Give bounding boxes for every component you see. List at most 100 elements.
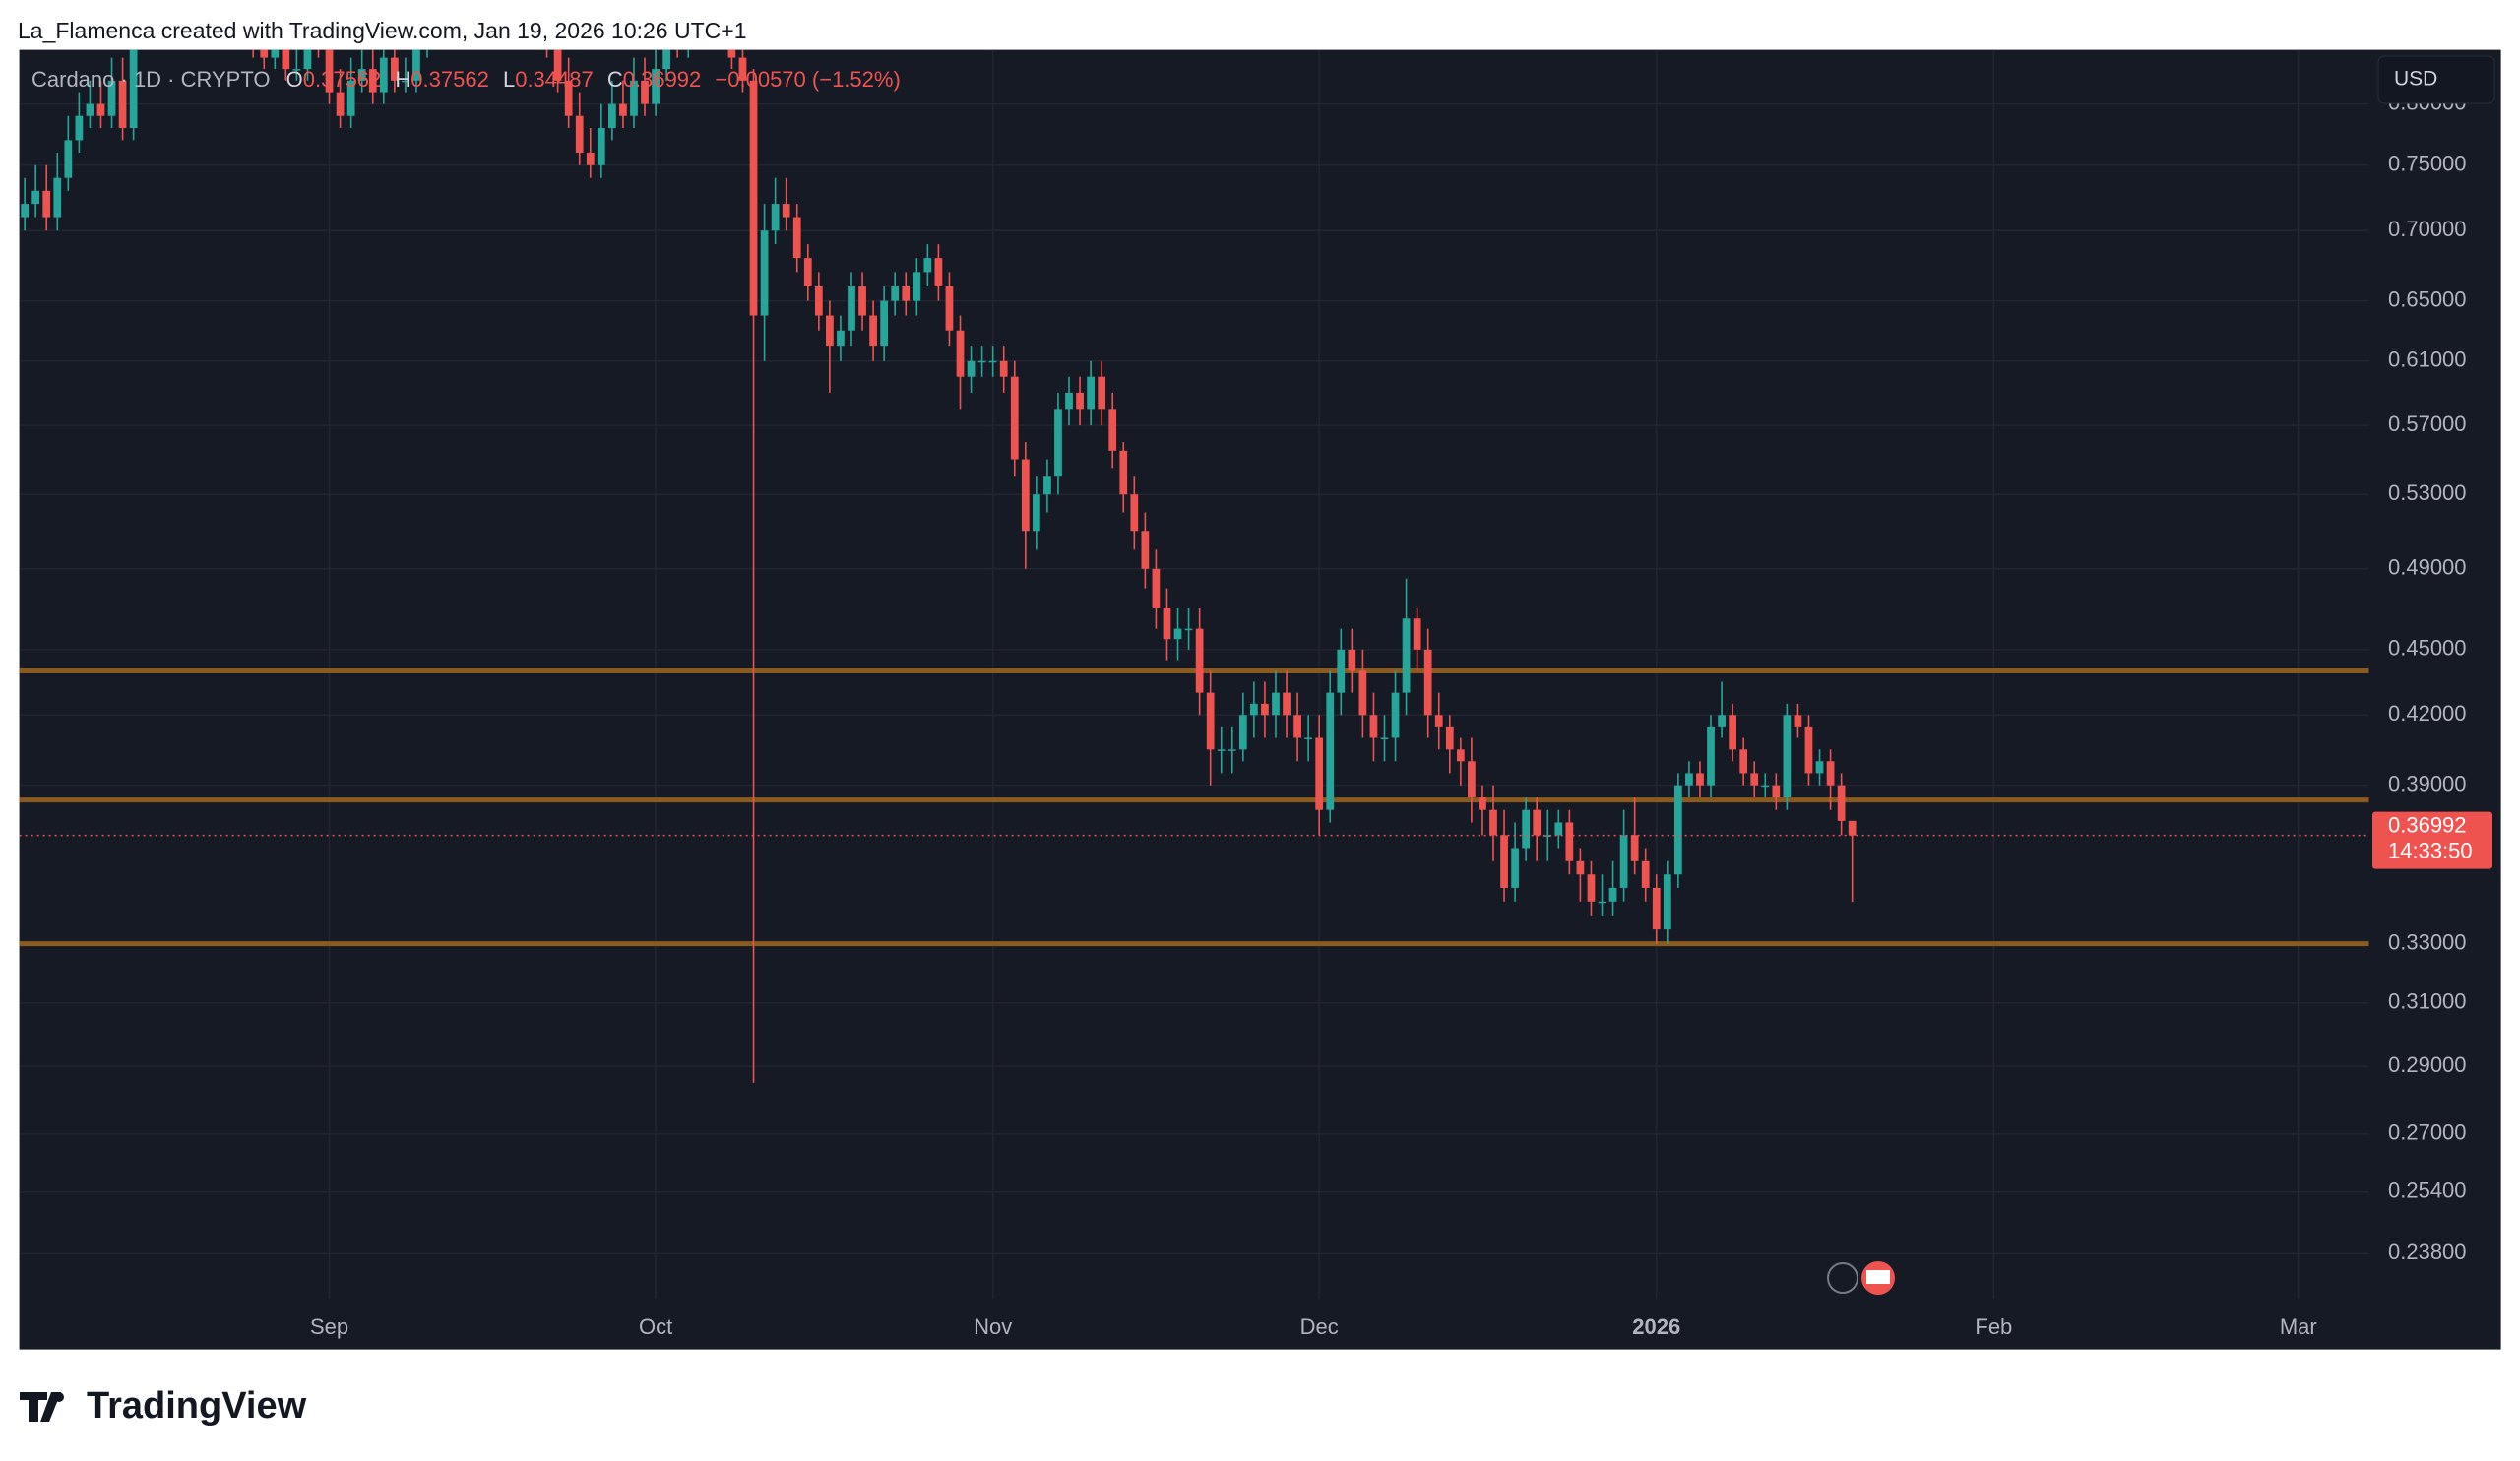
candle-body <box>107 80 116 116</box>
legend-label: H <box>395 67 410 92</box>
candle-body <box>1032 494 1040 532</box>
y-tick-label: 0.61000 <box>2388 348 2467 372</box>
candle-body <box>848 286 855 331</box>
currency-button[interactable]: USD <box>2377 55 2495 104</box>
y-tick-label: 0.49000 <box>2388 555 2467 580</box>
x-tick-label: Nov <box>974 1314 1012 1339</box>
candle-body <box>1108 409 1117 451</box>
axes: 0.23800 0.25400 0.27000 0.29000 0.31000 0.330… <box>310 90 2492 1339</box>
candle-body <box>1772 785 1781 798</box>
candle-body <box>118 80 127 128</box>
candle-body <box>988 360 997 363</box>
candle-body <box>1533 809 1542 836</box>
candle-body <box>727 49 736 58</box>
y-tick-label: 0.45000 <box>2388 636 2467 661</box>
candle-body <box>1021 459 1030 532</box>
candle-body <box>1184 628 1193 631</box>
candle-body <box>1369 715 1378 738</box>
candle-body <box>1619 835 1628 888</box>
candle-body <box>1413 618 1421 650</box>
candle-body <box>292 69 301 71</box>
candle-body <box>1608 887 1617 902</box>
flag-stripes <box>1866 1270 1890 1284</box>
y-tick-label: 0.42000 <box>2388 701 2467 726</box>
candle-body <box>1707 726 1715 786</box>
y-tick-label: 0.65000 <box>2388 286 2467 311</box>
candle-body <box>1391 692 1400 738</box>
event-icon[interactable] <box>1827 1262 1858 1294</box>
candle-body <box>1348 649 1356 671</box>
candle-body <box>1815 761 1824 774</box>
candle-body <box>738 57 747 81</box>
candle-body <box>1119 450 1128 495</box>
y-tick-label: 0.27000 <box>2388 1120 2467 1145</box>
candle-body <box>1685 773 1693 786</box>
x-tick-label: Dec <box>1300 1314 1339 1339</box>
currency-label[interactable]: USD <box>2394 68 2437 91</box>
candle-body <box>1652 887 1661 930</box>
brand-logo: TradingView <box>20 1385 307 1427</box>
candle-body <box>96 103 105 116</box>
candle-body <box>1250 703 1258 716</box>
candle-body <box>1098 376 1106 410</box>
legend-close: 0.36992 <box>623 67 702 92</box>
candle-body <box>129 49 138 128</box>
candle-body <box>1479 797 1486 810</box>
y-tick-label: 0.53000 <box>2388 480 2467 505</box>
candle-body <box>977 360 986 363</box>
candle-body <box>1152 568 1161 608</box>
candle-body <box>1848 820 1857 836</box>
candle-body <box>282 49 290 70</box>
candle-body <box>641 80 649 104</box>
brand-mark <box>20 1392 61 1422</box>
candle-body <box>1598 901 1606 904</box>
y-tick-label: 0.57000 <box>2388 412 2467 436</box>
candle-body <box>1065 392 1073 410</box>
candle-body <box>1163 607 1171 640</box>
candle-body <box>1402 618 1411 693</box>
candle-body <box>1456 749 1465 762</box>
candle-body <box>32 190 40 205</box>
y-tick-label: 0.31000 <box>2388 989 2467 1014</box>
candle-body <box>1576 860 1585 875</box>
candle-body <box>1641 860 1650 888</box>
candle-body <box>1445 726 1454 750</box>
candle-body <box>837 330 845 347</box>
candle-body <box>1794 715 1802 727</box>
candle-body <box>1718 715 1726 727</box>
event-icons[interactable] <box>1827 1261 1895 1295</box>
candle-body <box>1522 809 1531 849</box>
candle-body <box>1010 376 1019 460</box>
x-tick-label: Oct <box>639 1314 672 1339</box>
candle-body <box>1326 692 1335 810</box>
candle-body <box>325 49 334 93</box>
brand-name: TradingView <box>87 1385 307 1427</box>
candle-body <box>760 230 769 316</box>
candle-body <box>1304 737 1313 740</box>
legend-low: 0.34487 <box>515 67 594 92</box>
candle-body <box>53 177 62 218</box>
legend-text: Cardano · 1D · CRYPTO O0.37562 H0.37562 … <box>32 67 901 92</box>
candle-body <box>608 103 616 128</box>
candle-body <box>1468 761 1476 798</box>
candle-body <box>999 360 1008 377</box>
candle-body <box>1739 749 1748 774</box>
candle-body <box>1423 649 1432 716</box>
candle-body <box>1673 785 1682 875</box>
currency-button-box[interactable] <box>2377 55 2495 104</box>
candle-body <box>814 286 823 316</box>
x-tick-label: Mar <box>2280 1314 2317 1339</box>
candle-body <box>880 300 889 347</box>
x-tick-label: 2026 <box>1632 1314 1680 1339</box>
candle-body <box>662 49 670 70</box>
candle-body <box>1729 715 1736 750</box>
symbol: Cardano · 1D · CRYPTO <box>32 67 271 92</box>
candle-body <box>1054 409 1062 477</box>
candle-body <box>357 69 366 81</box>
legend-open: 0.37562 <box>303 67 382 92</box>
last-price-box <box>2372 811 2492 869</box>
candle-body <box>1087 376 1095 410</box>
candle-body <box>1228 749 1236 751</box>
candle-body <box>902 286 911 301</box>
